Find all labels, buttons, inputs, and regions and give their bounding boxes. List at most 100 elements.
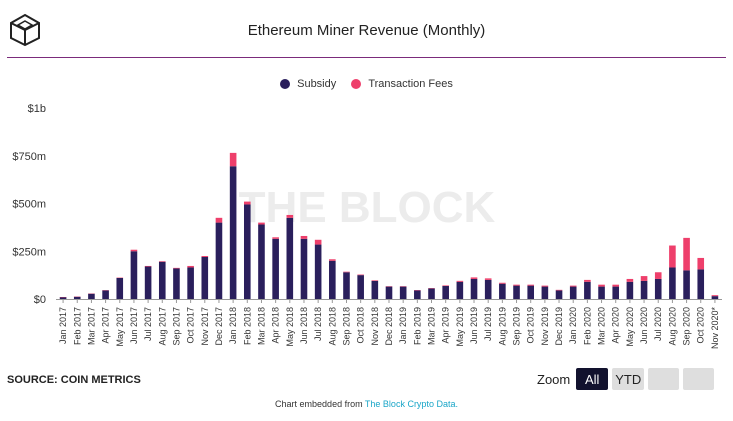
bar-transaction-fees bbox=[569, 285, 577, 287]
x-tick-label: Nov 2018 bbox=[370, 307, 380, 346]
bar-transaction-fees bbox=[513, 284, 520, 286]
x-tick-label: Feb 2017 bbox=[72, 307, 82, 345]
x-tick-label: Aug 2018 bbox=[327, 307, 337, 346]
bar-transaction-fees bbox=[144, 265, 152, 267]
x-tick-label: Jul 2019 bbox=[483, 307, 493, 341]
bar-subsidy bbox=[173, 268, 180, 299]
x-tick-label: Aug 2019 bbox=[497, 307, 507, 346]
legend-label-subsidy: Subsidy bbox=[297, 78, 337, 90]
legend: Subsidy Transaction Fees bbox=[0, 78, 733, 92]
legend-item-subsidy[interactable]: Subsidy bbox=[280, 78, 336, 90]
bar-subsidy bbox=[428, 288, 435, 299]
bar-subsidy bbox=[683, 270, 690, 299]
bar-transaction-fees bbox=[626, 278, 634, 282]
bar-subsidy bbox=[484, 279, 492, 299]
bar-subsidy bbox=[414, 290, 421, 299]
zoom-all-button[interactable]: All bbox=[576, 368, 609, 390]
y-tick-label: $500m bbox=[12, 199, 46, 211]
bar-transaction-fees bbox=[187, 265, 194, 268]
bar-transaction-fees bbox=[258, 222, 265, 225]
bar-subsidy bbox=[300, 238, 308, 299]
x-tick-label: Jan 2017 bbox=[58, 307, 68, 344]
x-tick-label: Jan 2019 bbox=[398, 307, 408, 344]
bar-subsidy bbox=[144, 266, 152, 299]
x-tick-label: Sep 2020 bbox=[682, 307, 692, 346]
bar-transaction-fees bbox=[612, 284, 620, 287]
y-tick-label: $1b bbox=[28, 103, 46, 115]
x-tick-label: Apr 2018 bbox=[271, 307, 281, 344]
legend-item-transaction-fees[interactable]: Transaction Fees bbox=[351, 78, 453, 90]
bar-subsidy bbox=[215, 222, 223, 299]
x-tick-label: Jul 2018 bbox=[313, 307, 323, 341]
bar-transaction-fees bbox=[442, 285, 449, 287]
bar-subsidy bbox=[243, 204, 251, 299]
footer-link[interactable]: The Block Crypto Data. bbox=[364, 399, 458, 409]
bar-transaction-fees bbox=[640, 276, 648, 281]
bar-transaction-fees bbox=[300, 235, 308, 239]
bar-subsidy bbox=[371, 280, 379, 299]
bar-subsidy bbox=[697, 269, 705, 299]
x-tick-label: May 2019 bbox=[455, 307, 465, 347]
x-tick-label: Jul 2017 bbox=[143, 307, 153, 341]
bar-subsidy bbox=[456, 281, 464, 299]
zoom-ytd-button[interactable]: YTD bbox=[612, 368, 645, 390]
bar-subsidy bbox=[541, 286, 549, 299]
bar-subsidy bbox=[187, 267, 194, 299]
bar-transaction-fees bbox=[711, 295, 719, 297]
source-label: SOURCE: COIN METRICS bbox=[7, 374, 141, 386]
bar-transaction-fees bbox=[598, 284, 605, 287]
zoom-blank-button-1[interactable] bbox=[648, 368, 680, 390]
bar-subsidy bbox=[442, 286, 449, 299]
bar-subsidy bbox=[555, 290, 563, 299]
cube-logo-icon bbox=[10, 13, 40, 47]
x-tick-label: May 2020 bbox=[625, 307, 635, 347]
bar-transaction-fees bbox=[173, 267, 180, 269]
y-tick-label: $0 bbox=[34, 294, 46, 306]
bar-subsidy bbox=[569, 286, 577, 299]
bar-transaction-fees bbox=[484, 278, 492, 280]
bar-transaction-fees bbox=[286, 214, 294, 218]
bar-subsidy bbox=[286, 217, 294, 299]
x-tick-label: Jan 2020 bbox=[568, 307, 578, 344]
y-tick-label: $250m bbox=[12, 246, 46, 258]
bar-subsidy bbox=[626, 281, 634, 299]
x-tick-label: Oct 2019 bbox=[526, 307, 536, 344]
x-tick-label: Jan 2018 bbox=[228, 307, 238, 344]
watermark-text: THE BLOCK bbox=[239, 183, 496, 232]
zoom-blank-button-2[interactable] bbox=[683, 368, 715, 390]
x-tick-label: Feb 2018 bbox=[242, 307, 252, 345]
x-tick-label: Apr 2020 bbox=[611, 307, 621, 344]
bar-subsidy bbox=[158, 261, 166, 299]
bar-transaction-fees bbox=[584, 279, 591, 282]
bar-subsidy bbox=[470, 278, 478, 299]
bar-transaction-fees bbox=[669, 245, 676, 268]
x-tick-label: Apr 2019 bbox=[441, 307, 451, 344]
x-tick-label: Nov 2017 bbox=[200, 307, 210, 346]
bar-subsidy bbox=[527, 285, 535, 299]
x-tick-label: Sep 2017 bbox=[171, 307, 181, 346]
bar-subsidy bbox=[499, 283, 506, 299]
bar-subsidy bbox=[73, 296, 81, 299]
bar-subsidy bbox=[258, 224, 265, 299]
bar-transaction-fees bbox=[527, 284, 535, 286]
bar-transaction-fees bbox=[130, 249, 138, 252]
bar-subsidy bbox=[88, 293, 95, 299]
bar-subsidy bbox=[272, 238, 279, 299]
bar-transaction-fees bbox=[343, 271, 350, 273]
x-tick-label: Aug 2020 bbox=[667, 307, 677, 346]
bar-transaction-fees bbox=[456, 280, 464, 282]
y-tick-label: $750m bbox=[12, 151, 46, 163]
x-tick-label: Dec 2018 bbox=[384, 307, 394, 346]
bar-subsidy bbox=[201, 256, 209, 299]
bar-transaction-fees bbox=[215, 217, 223, 223]
bar-transaction-fees bbox=[201, 256, 209, 257]
bar-subsidy bbox=[59, 297, 67, 299]
bar-subsidy bbox=[314, 244, 322, 299]
x-tick-label: Dec 2019 bbox=[554, 307, 564, 346]
x-tick-label: Mar 2020 bbox=[597, 307, 607, 345]
x-tick-label: Oct 2020 bbox=[696, 307, 706, 344]
bar-subsidy bbox=[357, 275, 364, 299]
x-tick-label: Mar 2019 bbox=[427, 307, 437, 345]
bar-transaction-fees bbox=[371, 280, 379, 281]
chart-title: Ethereum Miner Revenue (Monthly) bbox=[247, 22, 486, 39]
